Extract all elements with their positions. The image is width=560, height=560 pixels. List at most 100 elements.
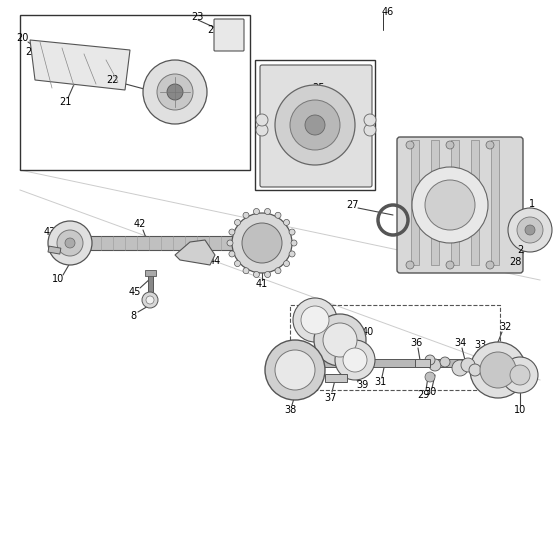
- Bar: [48, 246, 61, 254]
- Circle shape: [167, 84, 183, 100]
- Text: 1: 1: [529, 199, 535, 209]
- Circle shape: [290, 100, 340, 150]
- Text: 25: 25: [312, 83, 324, 93]
- Circle shape: [283, 220, 290, 226]
- Text: 39: 39: [356, 380, 368, 390]
- Bar: [20, 15, 250, 170]
- Circle shape: [525, 225, 535, 235]
- Circle shape: [57, 230, 83, 256]
- Circle shape: [440, 357, 450, 367]
- Circle shape: [323, 323, 357, 357]
- Text: 43: 43: [44, 227, 56, 237]
- Circle shape: [254, 272, 259, 278]
- Circle shape: [446, 261, 454, 269]
- Text: 31: 31: [374, 377, 386, 387]
- Bar: [145, 270, 156, 276]
- Circle shape: [48, 221, 92, 265]
- Polygon shape: [175, 240, 215, 265]
- Text: 10: 10: [52, 274, 64, 284]
- Text: 42: 42: [134, 219, 146, 229]
- Text: 29: 29: [417, 390, 429, 400]
- Circle shape: [291, 240, 297, 246]
- Circle shape: [343, 348, 367, 372]
- Text: 41: 41: [256, 279, 268, 289]
- Bar: [295, 359, 520, 367]
- Circle shape: [293, 298, 337, 342]
- Circle shape: [232, 213, 292, 273]
- Circle shape: [314, 314, 366, 366]
- Bar: [148, 274, 153, 292]
- Text: 2: 2: [207, 25, 213, 35]
- Bar: [431, 140, 439, 265]
- Circle shape: [429, 359, 441, 371]
- Circle shape: [142, 292, 158, 308]
- Text: 27: 27: [346, 200, 358, 210]
- Bar: [411, 140, 419, 265]
- Circle shape: [242, 223, 282, 263]
- Circle shape: [235, 260, 240, 267]
- Circle shape: [502, 357, 538, 393]
- Circle shape: [157, 74, 193, 110]
- Circle shape: [256, 114, 268, 126]
- Text: 10: 10: [514, 405, 526, 415]
- Circle shape: [480, 352, 516, 388]
- Text: 28: 28: [509, 257, 521, 267]
- Circle shape: [229, 229, 235, 235]
- Circle shape: [406, 261, 414, 269]
- Circle shape: [254, 208, 259, 214]
- Bar: [325, 374, 347, 382]
- Circle shape: [446, 141, 454, 149]
- Circle shape: [65, 238, 75, 248]
- Circle shape: [470, 342, 526, 398]
- Circle shape: [275, 212, 281, 218]
- Bar: [471, 140, 479, 265]
- Text: 45: 45: [129, 287, 141, 297]
- Circle shape: [469, 364, 481, 376]
- Circle shape: [425, 180, 475, 230]
- Circle shape: [275, 350, 315, 390]
- Text: 2: 2: [25, 47, 31, 57]
- Circle shape: [335, 340, 375, 380]
- Bar: [415, 359, 430, 367]
- Circle shape: [305, 115, 325, 135]
- Bar: [491, 140, 499, 265]
- Circle shape: [301, 306, 329, 334]
- Text: 30: 30: [424, 387, 436, 397]
- Circle shape: [289, 229, 295, 235]
- Text: 8: 8: [130, 311, 136, 321]
- Text: 38: 38: [284, 405, 296, 415]
- Circle shape: [406, 141, 414, 149]
- Circle shape: [364, 114, 376, 126]
- FancyBboxPatch shape: [260, 65, 372, 187]
- Circle shape: [235, 220, 240, 226]
- Circle shape: [452, 360, 468, 376]
- Text: 22: 22: [106, 75, 118, 85]
- Circle shape: [243, 268, 249, 274]
- Text: 46: 46: [382, 7, 394, 17]
- Circle shape: [275, 268, 281, 274]
- Circle shape: [461, 358, 475, 372]
- Bar: [255, 60, 375, 190]
- Bar: [451, 140, 459, 265]
- Circle shape: [243, 212, 249, 218]
- Circle shape: [264, 208, 270, 214]
- Text: 40: 40: [362, 327, 374, 337]
- Circle shape: [364, 124, 376, 136]
- Text: 34: 34: [454, 338, 466, 348]
- Circle shape: [143, 60, 207, 124]
- Circle shape: [265, 340, 325, 400]
- Circle shape: [283, 260, 290, 267]
- Text: 39: 39: [321, 343, 333, 353]
- Circle shape: [486, 141, 494, 149]
- Circle shape: [289, 251, 295, 257]
- Circle shape: [517, 217, 543, 243]
- Circle shape: [227, 240, 233, 246]
- Text: 20: 20: [16, 33, 28, 43]
- Circle shape: [412, 167, 488, 243]
- Text: 44: 44: [209, 256, 221, 266]
- FancyBboxPatch shape: [214, 19, 244, 51]
- Bar: [55, 236, 275, 250]
- Circle shape: [510, 365, 530, 385]
- FancyBboxPatch shape: [397, 137, 523, 273]
- Text: 33: 33: [474, 340, 486, 350]
